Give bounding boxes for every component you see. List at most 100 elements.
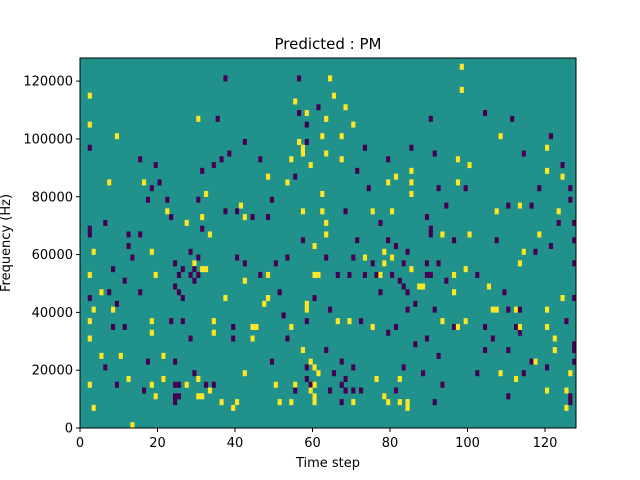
heatmap-cell-high: [517, 202, 523, 209]
heatmap-cell-high: [521, 248, 526, 255]
heatmap-cell-high: [304, 300, 309, 307]
heatmap-cell-high: [382, 248, 387, 255]
heatmap-cell-low: [424, 214, 430, 221]
heatmap-cell-high: [91, 306, 96, 313]
heatmap-cell-high: [242, 214, 247, 221]
heatmap-cell-high: [266, 173, 271, 180]
heatmap-cell-low: [506, 393, 511, 400]
heatmap-cell-low: [548, 133, 554, 140]
heatmap-cell-low: [428, 271, 433, 278]
heatmap-cell-high: [87, 92, 92, 99]
heatmap-cell-high: [320, 208, 325, 215]
y-tick-label: 20000: [32, 364, 73, 379]
heatmap-cell-low: [370, 260, 375, 267]
heatmap-cell-low: [103, 364, 108, 371]
heatmap-cell-low: [424, 271, 430, 278]
heatmap-cell-high: [308, 387, 313, 394]
heatmap-cell-low: [393, 387, 399, 394]
heatmap-cell-low: [328, 387, 333, 394]
heatmap-cell-high: [235, 399, 240, 406]
heatmap-cell-low: [351, 387, 356, 394]
heatmap-cell-high: [300, 144, 306, 151]
heatmap-cell-low: [331, 370, 337, 377]
heatmap-cell-low: [215, 115, 220, 122]
heatmap-cell-high: [463, 266, 468, 273]
heatmap-cell-high: [204, 190, 209, 197]
heatmap-cell-high: [312, 364, 317, 371]
heatmap-cell-low: [366, 185, 371, 192]
heatmap-cell-low: [145, 196, 151, 203]
heatmap-cell-high: [339, 156, 344, 163]
heatmap-cell-low: [107, 289, 112, 296]
heatmap-cell-high: [184, 219, 189, 226]
heatmap-cell-low: [568, 393, 573, 400]
heatmap-cell-low: [432, 399, 437, 406]
heatmap-cell-low: [428, 231, 433, 238]
heatmap-cell-high: [374, 375, 379, 382]
heatmap-cell-low: [506, 347, 511, 354]
heatmap-cell-high: [533, 358, 538, 365]
heatmap-cell-low: [273, 260, 278, 267]
heatmap-cell-low: [572, 260, 577, 267]
heatmap-cell-high: [498, 370, 503, 377]
heatmap-cell-low: [157, 179, 162, 186]
heatmap-cell-high: [312, 271, 317, 278]
heatmap-cell-high: [223, 295, 228, 302]
heatmap-cell-low: [444, 202, 449, 209]
heatmap-cell-low: [506, 306, 511, 313]
heatmap-cell-low: [393, 323, 399, 330]
heatmap-cell-low: [165, 196, 170, 203]
heatmap-cell-high: [149, 248, 154, 255]
heatmap-cell-high: [417, 283, 422, 290]
heatmap-cell-high: [545, 167, 550, 174]
heatmap-cell-high: [289, 323, 294, 330]
heatmap-cell-low: [227, 150, 232, 157]
x-axis-label: Time step: [295, 456, 360, 471]
heatmap-cell-low: [409, 144, 414, 151]
heatmap-cell-low: [173, 393, 178, 400]
heatmap-cell-low: [149, 185, 154, 192]
heatmap-cell-high: [467, 162, 472, 169]
y-tick-label: 60000: [32, 248, 73, 263]
heatmap-cell-low: [517, 306, 523, 313]
heatmap-cell-high: [316, 370, 321, 377]
heatmap-cell-high: [459, 63, 464, 70]
heatmap-cell-high: [293, 98, 298, 105]
heatmap-cell-low: [176, 393, 182, 400]
heatmap-cell-high: [153, 393, 158, 400]
heatmap-cell-low: [114, 381, 120, 388]
heatmap-cell-high: [200, 393, 205, 400]
heatmap-cell-high: [545, 387, 550, 394]
heatmap-cell-high: [514, 375, 519, 382]
heatmap-cell-low: [266, 214, 271, 221]
heatmap-cell-high: [91, 404, 96, 411]
y-axis-label: Frequency (Hz): [0, 194, 14, 292]
heatmap-cell-high: [242, 370, 247, 377]
heatmap-cell-low: [103, 219, 108, 226]
heatmap-cell-high: [382, 393, 387, 400]
heatmap-cell-low: [564, 318, 569, 325]
heatmap-cell-low: [304, 375, 309, 382]
heatmap-cell-high: [494, 208, 499, 215]
heatmap-cell-low: [200, 225, 205, 232]
heatmap-cell-high: [300, 347, 306, 354]
heatmap-cell-low: [328, 306, 333, 313]
heatmap-cell-low: [521, 150, 526, 157]
heatmap-cell-high: [440, 231, 445, 238]
heatmap-cell-low: [297, 75, 302, 82]
heatmap-cell-low: [176, 289, 182, 296]
heatmap-cell-low: [424, 335, 430, 342]
heatmap-cell-low: [242, 138, 247, 145]
heatmap-cell-low: [192, 370, 197, 377]
heatmap-cell-low: [452, 237, 457, 244]
heatmap-cell-high: [421, 283, 426, 290]
heatmap-cell-low: [277, 289, 282, 296]
heatmap-cell-high: [335, 318, 340, 325]
heatmap-cell-high: [207, 231, 213, 238]
heatmap-cell-high: [192, 260, 197, 267]
heatmap-cell-low: [196, 271, 201, 278]
heatmap-cell-low: [122, 323, 127, 330]
heatmap-cell-low: [405, 289, 410, 296]
heatmap-cell-low: [304, 138, 309, 145]
